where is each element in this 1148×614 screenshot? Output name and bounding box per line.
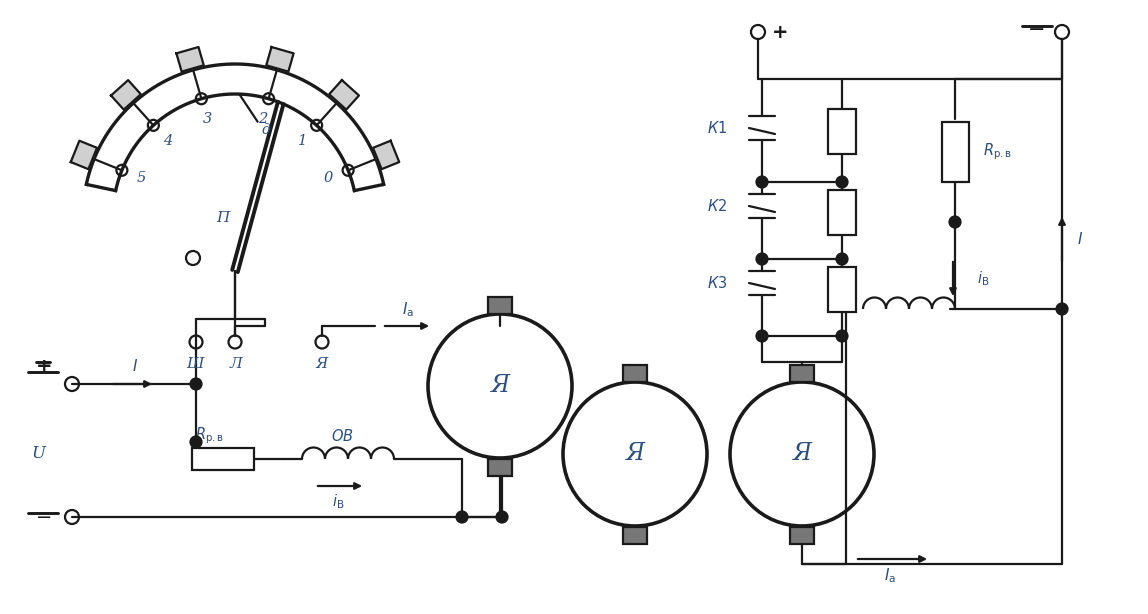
- Bar: [790, 526, 814, 543]
- Polygon shape: [266, 47, 294, 72]
- Text: 4: 4: [163, 134, 172, 148]
- Circle shape: [757, 176, 768, 187]
- Text: $I$: $I$: [132, 358, 138, 374]
- Bar: [488, 459, 512, 475]
- Text: $I_{\rm а}$: $I_{\rm а}$: [402, 301, 414, 319]
- Text: +: +: [771, 23, 789, 42]
- Text: $К2$: $К2$: [707, 198, 727, 214]
- Text: 0: 0: [324, 171, 333, 185]
- Bar: [828, 190, 856, 235]
- Text: д: д: [262, 123, 270, 137]
- Text: $R_{\rm р.в}$: $R_{\rm р.в}$: [983, 142, 1013, 162]
- Polygon shape: [373, 141, 400, 169]
- Bar: [623, 526, 647, 543]
- Bar: [623, 365, 647, 381]
- Circle shape: [191, 437, 202, 448]
- Text: $ОВ$: $ОВ$: [331, 428, 354, 444]
- Text: $R_{\rm р.в}$: $R_{\rm р.в}$: [195, 426, 225, 446]
- Bar: [488, 297, 512, 314]
- Text: −: −: [36, 508, 52, 526]
- Circle shape: [496, 511, 507, 523]
- Text: Я: Я: [490, 375, 510, 397]
- Text: 3: 3: [202, 112, 211, 126]
- Bar: [192, 448, 254, 470]
- Text: 2: 2: [258, 112, 267, 126]
- Circle shape: [457, 511, 467, 523]
- Text: U: U: [31, 446, 45, 462]
- Circle shape: [949, 217, 961, 228]
- Text: Я: Я: [792, 443, 812, 465]
- Text: Я: Я: [626, 443, 644, 465]
- Polygon shape: [111, 80, 141, 110]
- Circle shape: [757, 330, 768, 341]
- Circle shape: [1056, 303, 1068, 314]
- Text: $К1$: $К1$: [707, 120, 727, 136]
- Bar: [941, 122, 969, 182]
- Bar: [828, 266, 856, 311]
- Bar: [790, 365, 814, 381]
- Text: Ш: Ш: [186, 357, 203, 371]
- Polygon shape: [329, 80, 359, 110]
- Circle shape: [837, 330, 847, 341]
- Text: $i_{\rm В}$: $i_{\rm В}$: [977, 270, 990, 289]
- Text: Л: Л: [230, 357, 242, 371]
- Text: $I_{\rm а}$: $I_{\rm а}$: [884, 567, 895, 585]
- Text: 1: 1: [298, 134, 308, 148]
- Text: Я: Я: [316, 357, 328, 371]
- Text: −: −: [1029, 20, 1046, 40]
- Text: $К3$: $К3$: [707, 275, 727, 291]
- Polygon shape: [177, 47, 203, 72]
- Circle shape: [837, 254, 847, 265]
- Text: 5: 5: [137, 171, 146, 185]
- Text: $i_{\rm В}$: $i_{\rm В}$: [332, 492, 344, 511]
- Circle shape: [191, 378, 202, 389]
- Circle shape: [837, 176, 847, 187]
- Text: $I$: $I$: [1077, 231, 1083, 247]
- Text: П: П: [216, 211, 230, 225]
- Polygon shape: [71, 141, 96, 169]
- Circle shape: [757, 254, 768, 265]
- Text: +: +: [36, 357, 53, 376]
- Bar: [828, 109, 856, 155]
